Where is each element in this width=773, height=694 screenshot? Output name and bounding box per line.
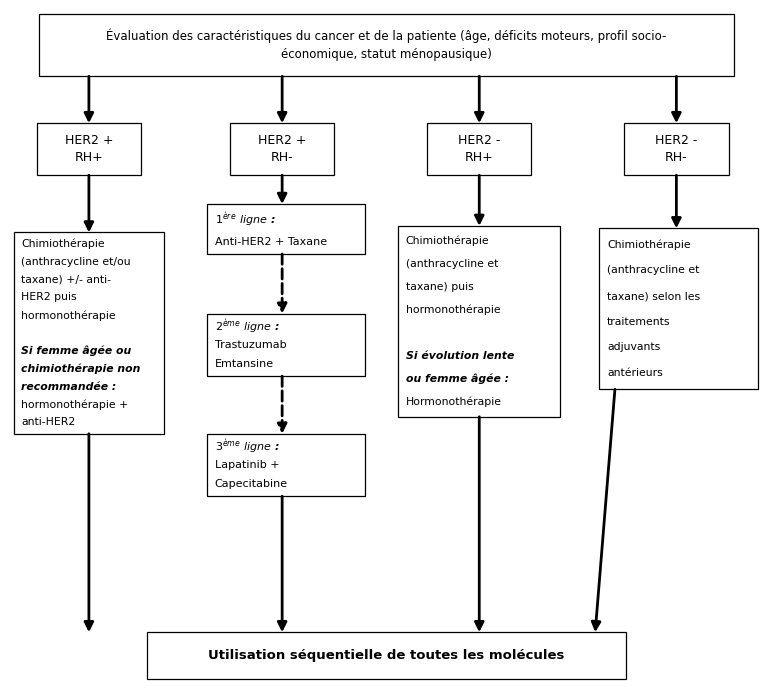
- Text: antérieurs: antérieurs: [608, 368, 663, 378]
- Bar: [37, 124, 141, 176]
- Text: HER2 -
RH-: HER2 - RH-: [656, 134, 697, 164]
- Text: Chimiothérapie: Chimiothérapie: [608, 239, 691, 251]
- Bar: [14, 232, 165, 434]
- Text: Chimiothérapie: Chimiothérapie: [406, 235, 489, 246]
- Text: Hormonothérapie: Hormonothérapie: [406, 396, 502, 407]
- Bar: [207, 314, 366, 376]
- Text: chimiothérapie non: chimiothérapie non: [22, 364, 141, 374]
- Text: anti-HER2: anti-HER2: [22, 417, 76, 428]
- Text: hormonothérapie: hormonothérapie: [406, 305, 500, 315]
- Text: HER2 +
RH+: HER2 + RH+: [65, 134, 113, 164]
- Bar: [427, 124, 532, 176]
- Bar: [39, 14, 734, 76]
- Text: (anthracycline et: (anthracycline et: [608, 266, 700, 276]
- Text: Capecitabine: Capecitabine: [215, 479, 288, 489]
- Text: HER2 -
RH+: HER2 - RH+: [458, 134, 500, 164]
- Text: hormonothérapie: hormonothérapie: [22, 310, 116, 321]
- Text: Si évolution lente: Si évolution lente: [406, 350, 514, 361]
- Bar: [207, 204, 366, 254]
- Text: traitements: traitements: [608, 316, 671, 327]
- Bar: [398, 226, 560, 416]
- Text: $\mathit{1^{ère}}$ $\mathbf{\mathit{ligne}}$ :: $\mathit{1^{ère}}$ $\mathbf{\mathit{lign…: [215, 210, 275, 230]
- Text: adjuvants: adjuvants: [608, 342, 660, 352]
- Text: hormonothérapie +: hormonothérapie +: [22, 399, 128, 409]
- Text: Utilisation séquentielle de toutes les molécules: Utilisation séquentielle de toutes les m…: [208, 650, 565, 662]
- Text: recommandée :: recommandée :: [22, 382, 117, 391]
- Text: Anti-HER2 + Taxane: Anti-HER2 + Taxane: [215, 237, 327, 246]
- Bar: [625, 124, 729, 176]
- Text: HER2 puis: HER2 puis: [22, 292, 77, 303]
- Text: (anthracycline et: (anthracycline et: [406, 259, 499, 269]
- Text: $\mathit{3^{ème}}$ $\mathbf{\mathit{ligne}}$ :: $\mathit{3^{ème}}$ $\mathbf{\mathit{lign…: [215, 437, 280, 456]
- Text: ou femme âgée :: ou femme âgée :: [406, 373, 509, 384]
- Bar: [207, 434, 366, 496]
- Text: taxane) puis: taxane) puis: [406, 282, 474, 292]
- Text: $\mathit{2^{ème}}$ $\mathbf{\mathit{ligne}}$ :: $\mathit{2^{ème}}$ $\mathbf{\mathit{lign…: [215, 316, 280, 336]
- Text: Trastuzumab: Trastuzumab: [215, 340, 286, 350]
- Text: Emtansine: Emtansine: [215, 359, 274, 369]
- Bar: [147, 632, 626, 679]
- Text: Évaluation des caractéristiques du cancer et de la patiente (âge, déficits moteu: Évaluation des caractéristiques du cance…: [107, 29, 666, 61]
- Text: taxane) +/- anti-: taxane) +/- anti-: [22, 275, 111, 285]
- Bar: [230, 124, 334, 176]
- Text: taxane) selon les: taxane) selon les: [608, 291, 700, 301]
- Text: Lapatinib +: Lapatinib +: [215, 460, 279, 470]
- Text: Si femme âgée ou: Si femme âgée ou: [22, 346, 131, 356]
- Text: Chimiothérapie: Chimiothérapie: [22, 239, 105, 249]
- Bar: [600, 228, 758, 389]
- Text: (anthracycline et/ou: (anthracycline et/ou: [22, 257, 131, 267]
- Text: HER2 +
RH-: HER2 + RH-: [258, 134, 306, 164]
